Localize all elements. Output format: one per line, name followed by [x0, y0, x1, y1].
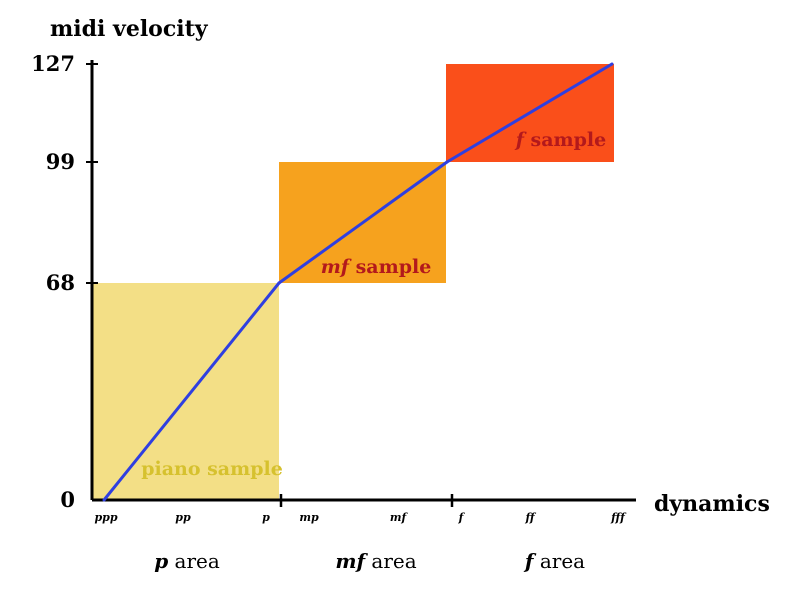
x-tick-label-pp: pp: [175, 511, 191, 524]
sample-label-2: mf sample: [321, 256, 432, 278]
y-tick-label-68: 68: [46, 270, 75, 295]
sample-label-3: f sample: [514, 129, 607, 151]
sample-label-1: piano sample: [141, 458, 283, 480]
curve-point-ppp: [102, 498, 106, 502]
curve-point-fff: [610, 62, 614, 66]
area-label-1: p area: [154, 549, 220, 573]
area-label-2: mf area: [335, 549, 416, 573]
velocity-curve: [102, 62, 613, 501]
curve-point-f: [445, 160, 449, 164]
y-axis-label: midi velocity: [50, 16, 209, 42]
x-tick-label-ff: ff: [524, 511, 536, 524]
x-tick-label-ppp: ppp: [94, 511, 117, 524]
y-tick-label-127: 127: [31, 51, 75, 76]
x-tick-label-mf: mf: [390, 511, 409, 524]
x-axis-label: dynamics: [654, 491, 770, 517]
x-tick-label-fff: fff: [610, 511, 627, 524]
x-tick-label-f: f: [458, 511, 466, 524]
x-tick-label-p: p: [262, 511, 270, 524]
area-label-3: f area: [523, 549, 585, 573]
sample-region-1: [92, 283, 279, 500]
y-tick-label-0: 0: [60, 487, 75, 512]
y-tick-label-99: 99: [46, 149, 75, 174]
x-tick-label-mp: mp: [299, 511, 319, 524]
curve-point-p: [277, 281, 281, 285]
